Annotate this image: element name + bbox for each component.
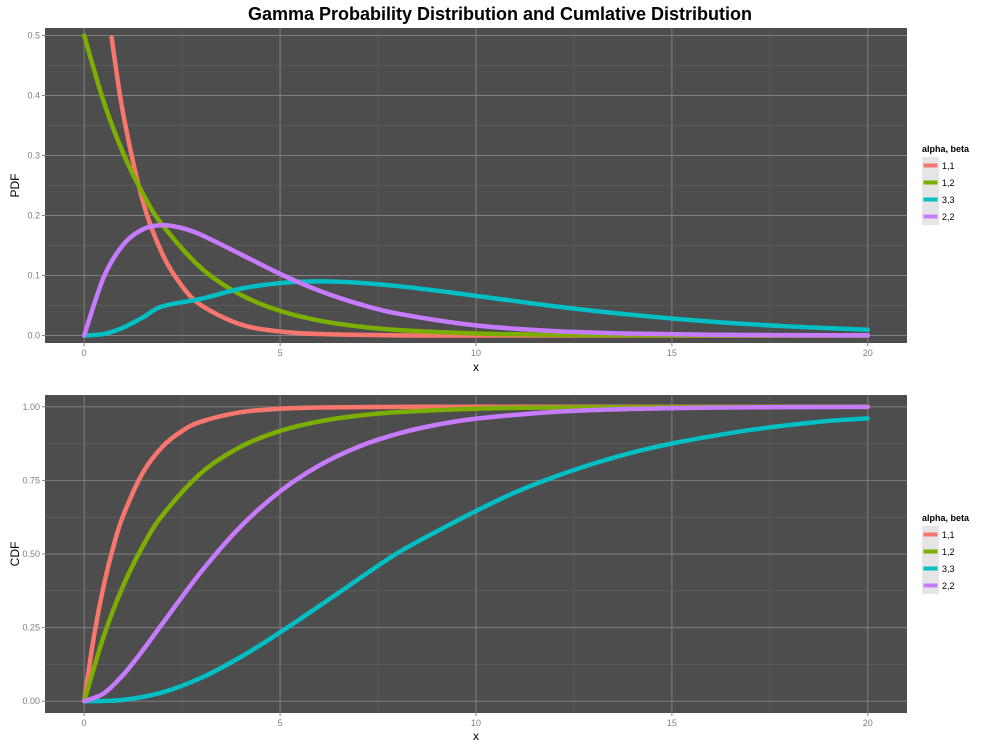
y-tick-label: 0.3 xyxy=(27,151,40,161)
legend-label: 3,3 xyxy=(942,195,955,205)
series-line-2-2 xyxy=(81,222,871,338)
series-lines xyxy=(81,404,871,704)
chart-title: Gamma Probability Distribution and Cumla… xyxy=(248,4,752,24)
legend-label: 1,1 xyxy=(942,530,955,540)
y-tick-label: 0.5 xyxy=(27,31,40,41)
x-axis-title: x xyxy=(473,360,479,374)
y-tick-label: 0.2 xyxy=(27,211,40,221)
y-tick-label: 0.1 xyxy=(27,271,40,281)
x-tick-label: 0 xyxy=(82,348,87,358)
series-line-1-2 xyxy=(81,404,871,704)
y-tick-label: 0.50 xyxy=(22,549,40,559)
series-line-2-2 xyxy=(81,404,871,704)
y-tick-label: 0.75 xyxy=(22,475,40,485)
y-tick-label: 0.0 xyxy=(27,331,40,341)
y-axis-title: CDF xyxy=(8,542,22,567)
y-axis-title: PDF xyxy=(8,174,22,198)
y-tick-label: 1.00 xyxy=(22,402,40,412)
legend-label: 3,3 xyxy=(942,564,955,574)
x-tick-label: 20 xyxy=(863,718,873,728)
x-tick-label: 10 xyxy=(471,718,481,728)
legend-label: 1,2 xyxy=(942,547,955,557)
legend-label: 1,1 xyxy=(942,161,955,171)
legend: alpha, beta 1,1 1,2 3,3 2,2 xyxy=(922,144,970,225)
series-lines xyxy=(81,33,871,338)
legend-label: 1,2 xyxy=(942,178,955,188)
x-tick-label: 15 xyxy=(667,348,677,358)
series-line-1-2 xyxy=(81,33,871,338)
x-tick-label: 20 xyxy=(863,348,873,358)
legend-title: alpha, beta xyxy=(922,513,970,523)
legend-label: 2,2 xyxy=(942,581,955,591)
pdf-panel: 0 5 10 15 20 0.0 0.1 0.2 0.3 0.4 0.5 x PDF alpha, bet… xyxy=(8,28,970,374)
x-tick-label: 10 xyxy=(471,348,481,358)
legend: alpha, beta 1,1 1,2 3,3 2,2 xyxy=(922,513,970,594)
x-tick-label: 0 xyxy=(82,718,87,728)
y-tick-label: 0.25 xyxy=(22,623,40,633)
y-tick-label: 0.4 xyxy=(27,91,40,101)
x-axis-title: x xyxy=(473,729,479,743)
series-line-3-3 xyxy=(81,416,871,704)
x-tick-label: 15 xyxy=(667,718,677,728)
legend-label: 2,2 xyxy=(942,212,955,222)
legend-title: alpha, beta xyxy=(922,144,970,154)
x-tick-label: 5 xyxy=(278,718,283,728)
cdf-panel: 0 5 10 15 20 0.00 0.25 0.50 0.75 1.00 x CDF alpha, b… xyxy=(8,395,970,743)
y-tick-label: 0.00 xyxy=(22,696,40,706)
x-tick-label: 5 xyxy=(278,348,283,358)
series-line-3-3 xyxy=(81,279,871,338)
